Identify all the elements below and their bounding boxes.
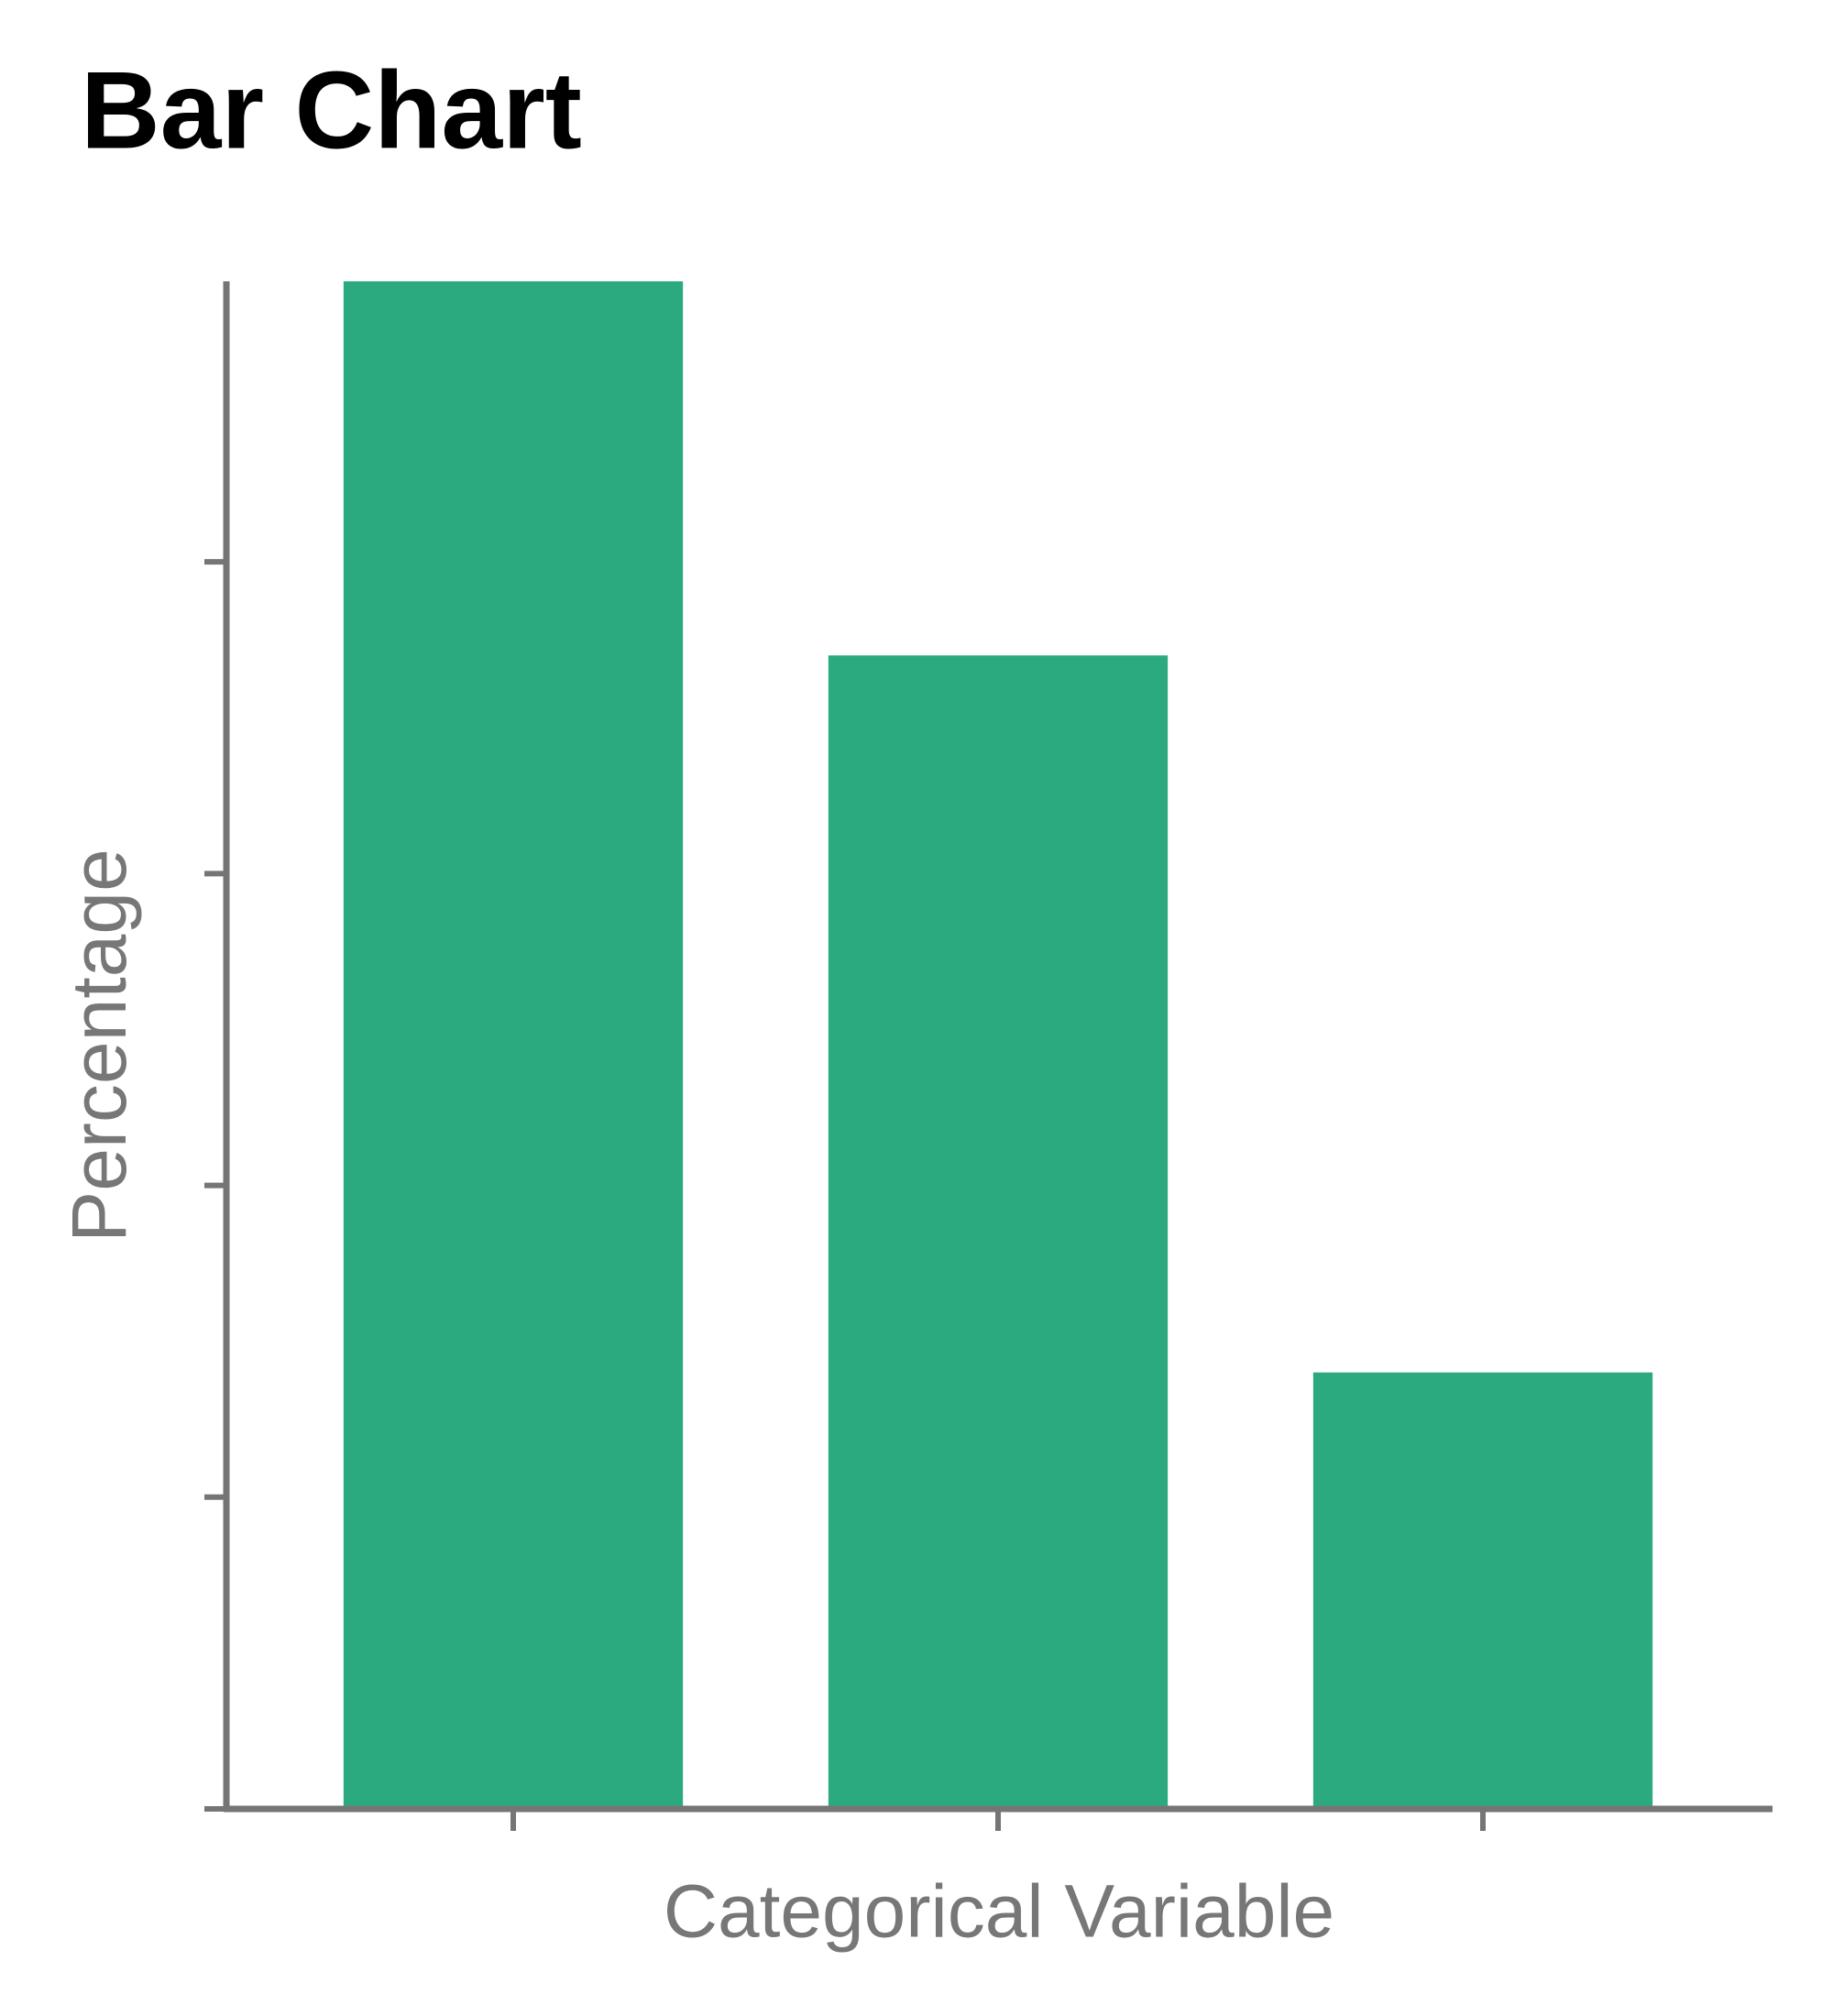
bar [828,655,1169,1809]
bar [1312,1372,1653,1809]
x-axis-label: Categorical Variable [664,1870,1334,1954]
chart-title: Bar Chart [81,49,582,172]
bar [343,281,684,1809]
y-axis-label: Percentage [56,849,142,1243]
